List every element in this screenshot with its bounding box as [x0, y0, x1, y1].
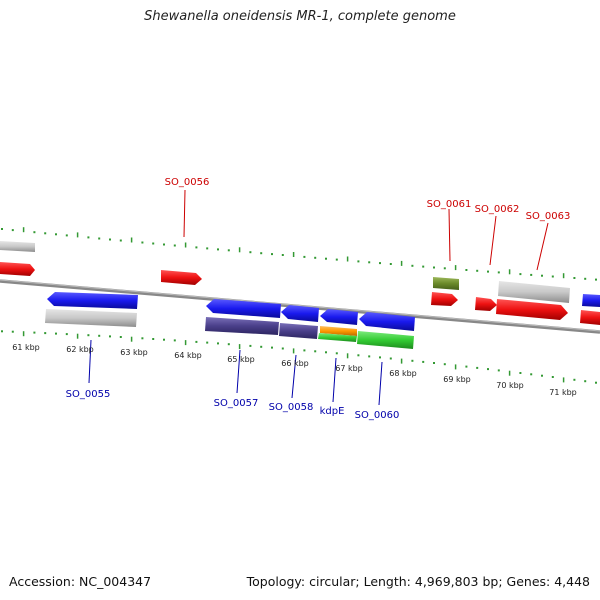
scale-label: 62 kbp — [66, 345, 94, 354]
scale-label: 64 kbp — [174, 351, 202, 360]
reverse-genes — [45, 292, 415, 349]
gene-label-so-0055[interactable]: SO_0055 — [66, 389, 111, 400]
gene-label-so-0057[interactable]: SO_0057 — [214, 398, 259, 409]
label-pointers — [88, 189, 549, 406]
gene-feature[interactable] — [0, 262, 35, 276]
reverse-scale-ticks — [1, 330, 597, 384]
gene-so-0061[interactable] — [433, 277, 459, 290]
gene-feature[interactable] — [205, 317, 279, 335]
gene-label-so-0061[interactable]: SO_0061 — [427, 199, 472, 210]
gene-label-so-0060[interactable]: SO_0060 — [355, 410, 400, 421]
scale-label: 61 kbp — [12, 343, 40, 352]
gene-so-0063[interactable] — [496, 299, 568, 320]
gene-feature[interactable] — [582, 294, 600, 307]
scale-label: 63 kbp — [120, 348, 148, 357]
reverse-gene-labels: SO_0055 SO_0057 SO_0058 kdpE SO_0060 — [66, 389, 400, 421]
gene-feature[interactable] — [318, 333, 357, 342]
gene-so-0058[interactable] — [281, 305, 319, 322]
scale-label: 67 kbp — [335, 364, 363, 373]
topology-text: Topology: circular; Length: 4,969,803 bp… — [246, 574, 590, 589]
gene-feature[interactable] — [320, 326, 357, 336]
gene-kdpe[interactable] — [320, 309, 358, 325]
gene-label-so-0062[interactable]: SO_0062 — [475, 204, 520, 215]
gene-feature[interactable] — [279, 323, 318, 339]
gene-feature[interactable] — [580, 310, 600, 325]
scale-label: 70 kbp — [496, 381, 524, 390]
scale-label: 69 kbp — [443, 375, 471, 384]
scale-label: 66 kbp — [281, 359, 309, 368]
gene-feature[interactable] — [498, 281, 570, 303]
gene-feature[interactable] — [45, 309, 137, 327]
gene-so-0060[interactable] — [359, 312, 415, 331]
gene-so-0055[interactable] — [47, 292, 138, 309]
map-title: Shewanella oneidensis MR-1, complete gen… — [144, 9, 456, 24]
gene-label-so-0058[interactable]: SO_0058 — [269, 402, 314, 413]
genome-backbone-highlight — [0, 279, 600, 332]
gene-feature[interactable] — [431, 292, 458, 306]
gene-so-0056[interactable] — [161, 270, 202, 285]
gene-label-so-0056[interactable]: SO_0056 — [165, 177, 210, 188]
scale-labels: 61 kbp 62 kbp 63 kbp 64 kbp 65 kbp 66 kb… — [12, 343, 577, 397]
gene-so-0057[interactable] — [206, 299, 281, 318]
forward-gene-labels: SO_0056 SO_0061 SO_0062 SO_0063 — [165, 177, 571, 222]
gene-feature[interactable] — [357, 331, 414, 349]
gene-so-0062[interactable] — [475, 297, 497, 311]
gene-feature[interactable] — [0, 241, 35, 252]
accession-text: Accession: NC_004347 — [9, 574, 152, 589]
scale-label: 65 kbp — [227, 355, 255, 364]
forward-genes — [0, 241, 600, 325]
gene-label-so-0063[interactable]: SO_0063 — [526, 211, 571, 222]
scale-label: 71 kbp — [549, 388, 577, 397]
gene-label-kdpe[interactable]: kdpE — [320, 406, 345, 417]
scale-label: 68 kbp — [389, 369, 417, 378]
forward-scale-ticks — [1, 227, 597, 281]
